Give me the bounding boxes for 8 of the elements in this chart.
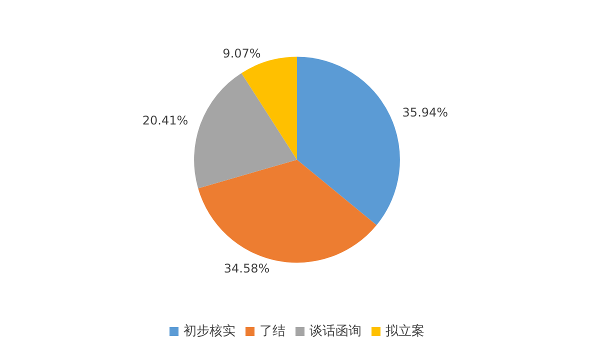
data-label: 35.94% — [402, 105, 448, 120]
legend-label: 拟立案 — [386, 323, 424, 339]
data-label: 34.58% — [224, 261, 270, 276]
legend-label: 谈话函询 — [310, 324, 362, 339]
legend-label: 了结 — [260, 324, 286, 339]
data-label: 20.41% — [142, 114, 188, 128]
data-label: 9.07% — [222, 46, 261, 60]
legend-label: 初步核实 — [184, 324, 236, 339]
